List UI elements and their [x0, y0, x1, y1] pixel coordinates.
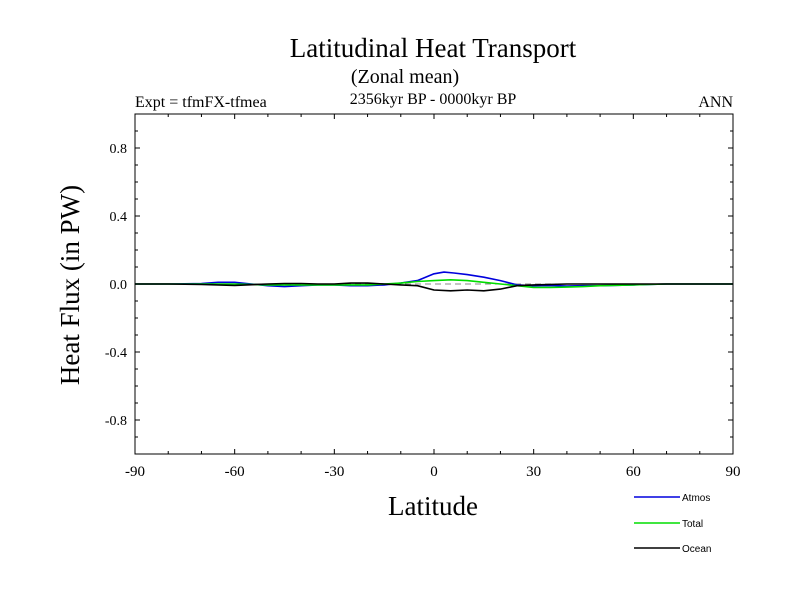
x-tick-label: 30 — [526, 464, 541, 480]
season-label: ANN — [698, 94, 733, 111]
y-tick-label: -0.8 — [105, 414, 127, 429]
legend: Atmos Total Ocean — [634, 493, 711, 555]
x-tick-label: -60 — [225, 464, 245, 480]
x-axis-label: Latitude — [388, 491, 478, 521]
chart-title: Latitudinal Heat Transport — [290, 33, 577, 63]
y-tick-label: 0.4 — [110, 210, 128, 225]
x-tick-label: 90 — [726, 464, 741, 480]
tick-labels-layer: -90 -60 -30 0 30 60 90 -0.8 -0.4 0.0 0.4 0.8 — [105, 142, 741, 480]
series-line-ocean — [135, 282, 733, 292]
series-layer — [135, 271, 733, 292]
x-tick-label: -30 — [324, 464, 344, 480]
period-label: 2356kyr BP - 0000kyr BP — [350, 91, 517, 108]
series-line-total — [135, 278, 733, 289]
x-tick-label: 60 — [626, 464, 641, 480]
legend-label-atmos: Atmos — [682, 493, 710, 504]
x-tick-label: 0 — [430, 464, 438, 480]
y-tick-label: -0.4 — [105, 346, 127, 361]
legend-label-total: Total — [682, 519, 703, 530]
chart-subtitle: (Zonal mean) — [351, 66, 459, 88]
legend-label-ocean: Ocean — [682, 544, 711, 555]
x-tick-label: -90 — [125, 464, 145, 480]
y-tick-label: 0.0 — [110, 278, 128, 293]
experiment-label: Expt = tfmFX-tfmea — [135, 94, 267, 111]
y-tick-label: 0.8 — [110, 142, 128, 157]
plot-frame — [134, 113, 734, 455]
y-axis-label: Heat Flux (in PW) — [55, 185, 85, 385]
